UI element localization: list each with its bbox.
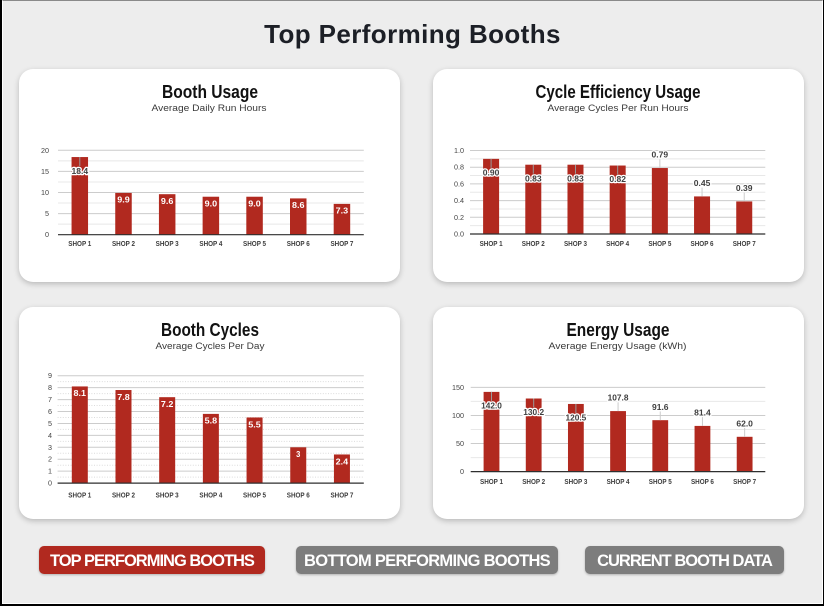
svg-text:0.0: 0.0 <box>454 230 464 239</box>
svg-text:Booth Usage: Booth Usage <box>162 82 258 102</box>
svg-text:9: 9 <box>48 371 52 380</box>
svg-text:0.6: 0.6 <box>454 179 464 188</box>
svg-text:1: 1 <box>48 467 52 476</box>
svg-text:7.2: 7.2 <box>161 400 174 409</box>
svg-text:SHOP 5: SHOP 5 <box>243 239 266 248</box>
svg-text:0.82: 0.82 <box>609 175 626 184</box>
svg-text:18.4: 18.4 <box>72 167 89 176</box>
svg-text:0.2: 0.2 <box>454 213 464 222</box>
svg-text:7.3: 7.3 <box>336 207 349 216</box>
svg-text:20: 20 <box>41 146 49 155</box>
svg-text:0: 0 <box>460 467 464 476</box>
svg-text:0.39: 0.39 <box>736 184 753 193</box>
svg-text:5: 5 <box>45 209 49 218</box>
svg-text:2: 2 <box>48 455 52 464</box>
svg-text:107.8: 107.8 <box>608 394 629 403</box>
svg-text:SHOP 4: SHOP 4 <box>199 239 223 248</box>
svg-text:SHOP 3: SHOP 3 <box>564 239 587 248</box>
svg-text:1.0: 1.0 <box>454 146 464 155</box>
svg-text:8: 8 <box>48 383 52 392</box>
svg-text:4: 4 <box>48 431 52 440</box>
svg-text:SHOP 6: SHOP 6 <box>691 477 714 486</box>
svg-text:SHOP 1: SHOP 1 <box>68 239 91 248</box>
svg-text:5.5: 5.5 <box>248 420 261 429</box>
svg-text:Cycle Efficiency Usage: Cycle Efficiency Usage <box>536 82 701 102</box>
svg-text:SHOP 3: SHOP 3 <box>156 491 179 500</box>
svg-text:50: 50 <box>456 439 464 448</box>
svg-text:0.8: 0.8 <box>454 163 464 172</box>
svg-text:SHOP 5: SHOP 5 <box>648 239 671 248</box>
svg-text:SHOP 1: SHOP 1 <box>480 239 503 248</box>
svg-text:3: 3 <box>48 443 52 452</box>
svg-text:8.6: 8.6 <box>292 201 305 210</box>
svg-text:0: 0 <box>45 230 49 239</box>
svg-text:9.6: 9.6 <box>161 197 174 206</box>
svg-text:SHOP 6: SHOP 6 <box>287 491 310 500</box>
svg-text:SHOP 2: SHOP 2 <box>112 491 135 500</box>
svg-text:SHOP 7: SHOP 7 <box>330 491 353 500</box>
svg-text:142.0: 142.0 <box>481 402 502 411</box>
svg-text:SHOP 5: SHOP 5 <box>649 477 672 486</box>
svg-text:Average Cycles Per Run Hours: Average Cycles Per Run Hours <box>548 103 690 113</box>
svg-text:Average Cycles Per Day: Average Cycles Per Day <box>156 341 266 351</box>
svg-text:SHOP 4: SHOP 4 <box>606 239 630 248</box>
svg-text:9.0: 9.0 <box>205 200 218 209</box>
svg-text:Booth Cycles: Booth Cycles <box>161 320 259 340</box>
svg-text:SHOP 7: SHOP 7 <box>330 239 353 248</box>
svg-text:2.4: 2.4 <box>336 457 349 466</box>
svg-text:0.79: 0.79 <box>652 151 669 160</box>
svg-text:Energy Usage: Energy Usage <box>567 320 670 340</box>
svg-text:5: 5 <box>48 419 52 428</box>
svg-text:SHOP 4: SHOP 4 <box>199 491 223 500</box>
svg-text:81.4: 81.4 <box>694 409 711 418</box>
svg-text:5.8: 5.8 <box>205 417 218 426</box>
svg-text:100: 100 <box>452 411 464 420</box>
svg-text:SHOP 1: SHOP 1 <box>480 477 503 486</box>
svg-text:10: 10 <box>41 188 49 197</box>
svg-text:0: 0 <box>48 479 52 488</box>
svg-text:SHOP 3: SHOP 3 <box>156 239 179 248</box>
svg-text:0.90: 0.90 <box>483 169 500 178</box>
svg-text:91.6: 91.6 <box>652 403 669 412</box>
svg-text:62.0: 62.0 <box>736 419 753 428</box>
svg-text:SHOP 6: SHOP 6 <box>287 239 310 248</box>
svg-text:120.5: 120.5 <box>565 414 586 423</box>
svg-text:0.83: 0.83 <box>567 174 584 183</box>
svg-text:SHOP 2: SHOP 2 <box>522 239 545 248</box>
svg-text:Average Daily Run Hours: Average Daily Run Hours <box>152 103 268 113</box>
svg-text:9.9: 9.9 <box>117 196 130 205</box>
svg-text:SHOP 6: SHOP 6 <box>691 239 714 248</box>
svg-text:SHOP 4: SHOP 4 <box>607 477 631 486</box>
svg-text:7: 7 <box>48 395 52 404</box>
svg-text:0.45: 0.45 <box>694 179 711 188</box>
svg-text:9.0: 9.0 <box>248 200 261 209</box>
svg-text:SHOP 5: SHOP 5 <box>243 491 266 500</box>
svg-text:8.1: 8.1 <box>74 389 87 398</box>
svg-text:0.4: 0.4 <box>454 196 464 205</box>
svg-text:SHOP 7: SHOP 7 <box>733 239 756 248</box>
svg-text:7.8: 7.8 <box>117 393 130 402</box>
svg-text:130.2: 130.2 <box>523 408 544 417</box>
svg-text:Average Energy Usage (kWh): Average Energy Usage (kWh) <box>549 341 687 351</box>
svg-text:SHOP 2: SHOP 2 <box>522 477 545 486</box>
svg-text:SHOP 2: SHOP 2 <box>112 239 135 248</box>
svg-text:150: 150 <box>452 383 464 392</box>
svg-text:SHOP 7: SHOP 7 <box>733 477 756 486</box>
svg-text:SHOP 3: SHOP 3 <box>564 477 587 486</box>
svg-text:0.83: 0.83 <box>525 174 542 183</box>
svg-text:6: 6 <box>48 407 52 416</box>
svg-text:SHOP 1: SHOP 1 <box>68 491 91 500</box>
svg-text:15: 15 <box>41 167 49 176</box>
svg-text:3: 3 <box>296 450 301 459</box>
